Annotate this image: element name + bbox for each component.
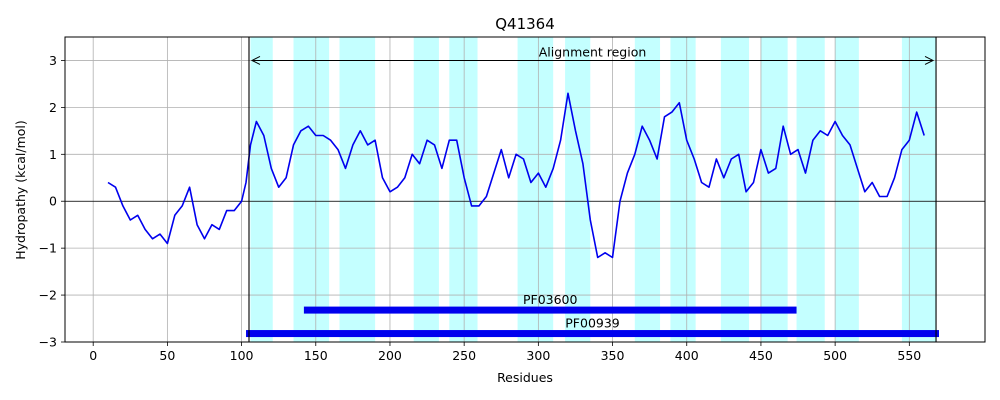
x-tick-label-350: 350 — [601, 348, 625, 363]
alignment-region: Alignment region — [248, 37, 937, 342]
plot-frame — [64, 36, 986, 343]
band-9 — [720, 37, 750, 342]
band-3 — [413, 37, 439, 342]
x-tick-label-500: 500 — [823, 348, 847, 363]
alignment-arrowhead-right — [924, 56, 935, 65]
alignment-arrowhead-left — [250, 56, 261, 65]
x-tick-label-400: 400 — [675, 348, 699, 363]
band-1 — [293, 37, 330, 342]
band-5 — [517, 37, 554, 342]
series-lines — [107, 92, 925, 259]
domain-label-PF03600: PF03600 — [523, 292, 578, 307]
y-tick-label--1: −1 — [39, 241, 57, 256]
alignment-label: Alignment region — [539, 44, 647, 59]
x-tick-label-200: 200 — [378, 348, 402, 363]
hydrophobic-bands — [250, 37, 937, 342]
y-tick-label--3: −3 — [39, 335, 57, 350]
band-4 — [449, 37, 478, 342]
y-tick-label-3: 3 — [49, 53, 57, 68]
chart-title: Q41364 — [495, 15, 555, 33]
x-tick-label-100: 100 — [230, 348, 254, 363]
band-13 — [901, 37, 937, 342]
x-axis-label: Residues — [497, 370, 553, 385]
x-tick-label-450: 450 — [749, 348, 773, 363]
x-axis-ticks: 0 50 100 150 200 250 300 350 400 450 500 550 — [89, 342, 921, 363]
y-axis-label: Hydropathy (kcal/mol) — [13, 120, 28, 260]
band-8 — [670, 37, 696, 342]
y-tick-label--2: −2 — [39, 288, 57, 303]
band-10 — [760, 37, 788, 342]
y-tick-label-1: 1 — [49, 147, 57, 162]
y-axis-ticks: −3 −2 −1 0 1 2 3 — [39, 53, 65, 350]
domain-label-PF00939: PF00939 — [565, 316, 620, 331]
domain-bar-PF00939 — [246, 330, 940, 338]
hydropathy-line-0 — [107, 92, 925, 259]
band-12 — [835, 37, 859, 342]
band-2 — [339, 37, 376, 342]
x-tick-label-300: 300 — [526, 348, 550, 363]
x-tick-label-50: 50 — [159, 348, 175, 363]
y-tick-label-2: 2 — [49, 100, 57, 115]
band-7 — [634, 37, 661, 342]
x-tick-label-250: 250 — [452, 348, 476, 363]
band-0 — [250, 37, 273, 342]
domain-bar-PF03600 — [303, 306, 797, 314]
y-tick-label-0: 0 — [49, 194, 57, 209]
band-11 — [796, 37, 825, 342]
x-tick-label-150: 150 — [304, 348, 328, 363]
x-tick-label-550: 550 — [897, 348, 921, 363]
x-tick-label-0: 0 — [89, 348, 97, 363]
domain-bars: PF03600 PF00939 — [246, 292, 940, 338]
